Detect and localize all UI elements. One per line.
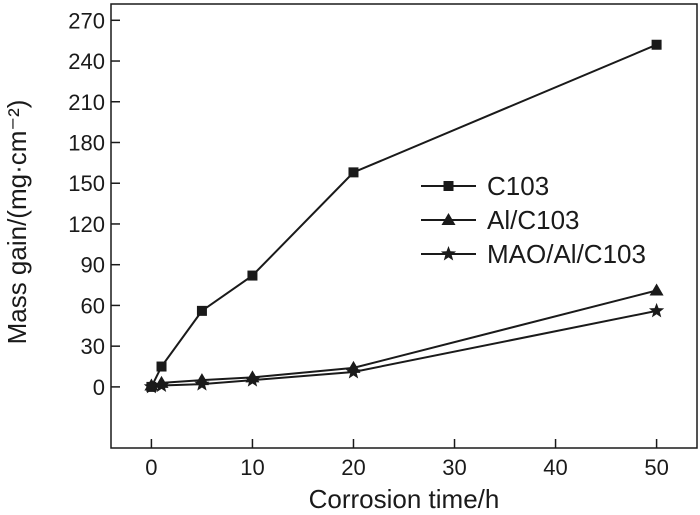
data-point-c103 (651, 39, 662, 50)
x-tick-label: 30 (442, 455, 466, 480)
series-mao-al-c103 (143, 302, 665, 394)
data-point-mao-al-c103 (648, 302, 665, 318)
legend-label: Al/C103 (487, 205, 580, 235)
y-tick-label: 120 (68, 212, 105, 237)
y-axis-title: Mass gain/(mg·cm⁻²) (2, 100, 32, 345)
y-tick-label: 90 (81, 253, 105, 278)
y-tick-label: 180 (68, 130, 105, 155)
x-tick-label: 40 (543, 455, 567, 480)
data-point-c103 (348, 167, 359, 178)
y-tick-label: 210 (68, 90, 105, 115)
data-point-mao-al-c103 (345, 363, 362, 379)
series-layer (143, 39, 665, 394)
x-axis-title: Corrosion time/h (309, 484, 500, 514)
data-point-c103 (156, 361, 167, 372)
legend-marker-mao-al-c103 (440, 246, 457, 261)
ticks-layer: 0 30 60 90 120 150 180 210 240 270 0 10 20 30 40 50 (68, 8, 669, 480)
legend-marker-c103 (443, 181, 454, 191)
x-tick-label: 50 (644, 455, 668, 480)
x-tick-label: 10 (240, 455, 264, 480)
legend: C103 Al/C103 MAO/Al/C103 (421, 171, 646, 269)
data-point-al-c103 (649, 283, 664, 296)
data-point-c103 (247, 270, 258, 281)
legend-label: MAO/Al/C103 (487, 239, 646, 269)
legend-label: C103 (487, 171, 549, 201)
y-tick-label: 60 (81, 293, 105, 318)
y-tick-label: 270 (68, 8, 105, 33)
x-tick-label: 20 (341, 455, 365, 480)
data-point-mao-al-c103 (244, 372, 261, 387)
series-line-al-c103 (151, 289, 657, 387)
series-c103 (146, 39, 662, 392)
y-tick-label: 240 (68, 49, 105, 74)
legend-item-c103: C103 (421, 171, 549, 201)
y-tick-label: 0 (93, 375, 105, 400)
x-tick-label: 0 (145, 455, 157, 480)
data-point-mao-al-c103 (153, 377, 170, 393)
series-line-c103 (150, 43, 657, 388)
series-line-mao-al-c103 (151, 309, 657, 388)
series-al-c103 (144, 283, 664, 391)
y-tick-label: 30 (81, 334, 105, 359)
data-point-mao-al-c103 (143, 378, 160, 394)
y-tick-label: 150 (68, 171, 105, 196)
legend-item-mao-al-c103: MAO/Al/C103 (421, 239, 646, 269)
legend-marker-al-c103 (441, 213, 456, 225)
data-point-c103 (196, 305, 207, 316)
legend-item-al-c103: Al/C103 (421, 205, 580, 235)
plot-frame (110, 3, 698, 449)
data-point-mao-al-c103 (194, 376, 210, 391)
